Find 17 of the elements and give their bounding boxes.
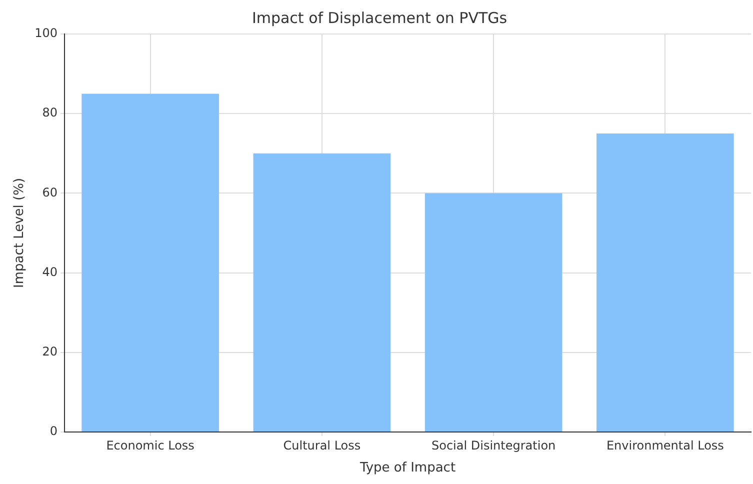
- x-tick-label: Economic Loss: [106, 438, 194, 452]
- bar: [253, 153, 391, 432]
- x-tick-label: Cultural Loss: [283, 438, 361, 452]
- x-tick-label: Social Disintegration: [431, 438, 556, 452]
- bar: [424, 193, 562, 432]
- y-tick-label: 0: [50, 424, 58, 438]
- y-tick-label: 60: [42, 185, 58, 200]
- chart-title: Impact of Displacement on PVTGs: [252, 8, 508, 27]
- y-tick-label: 40: [42, 264, 58, 279]
- x-tick-label: Environmental Loss: [606, 438, 724, 452]
- bar: [82, 94, 219, 432]
- y-axis-title: Impact Level (%): [12, 178, 28, 288]
- y-tick-label: 80: [42, 106, 58, 120]
- y-tick-label: 100: [34, 26, 58, 40]
- bar: [596, 134, 734, 432]
- y-tick-label: 20: [42, 344, 58, 359]
- x-axis-title: Type of Impact: [358, 460, 456, 476]
